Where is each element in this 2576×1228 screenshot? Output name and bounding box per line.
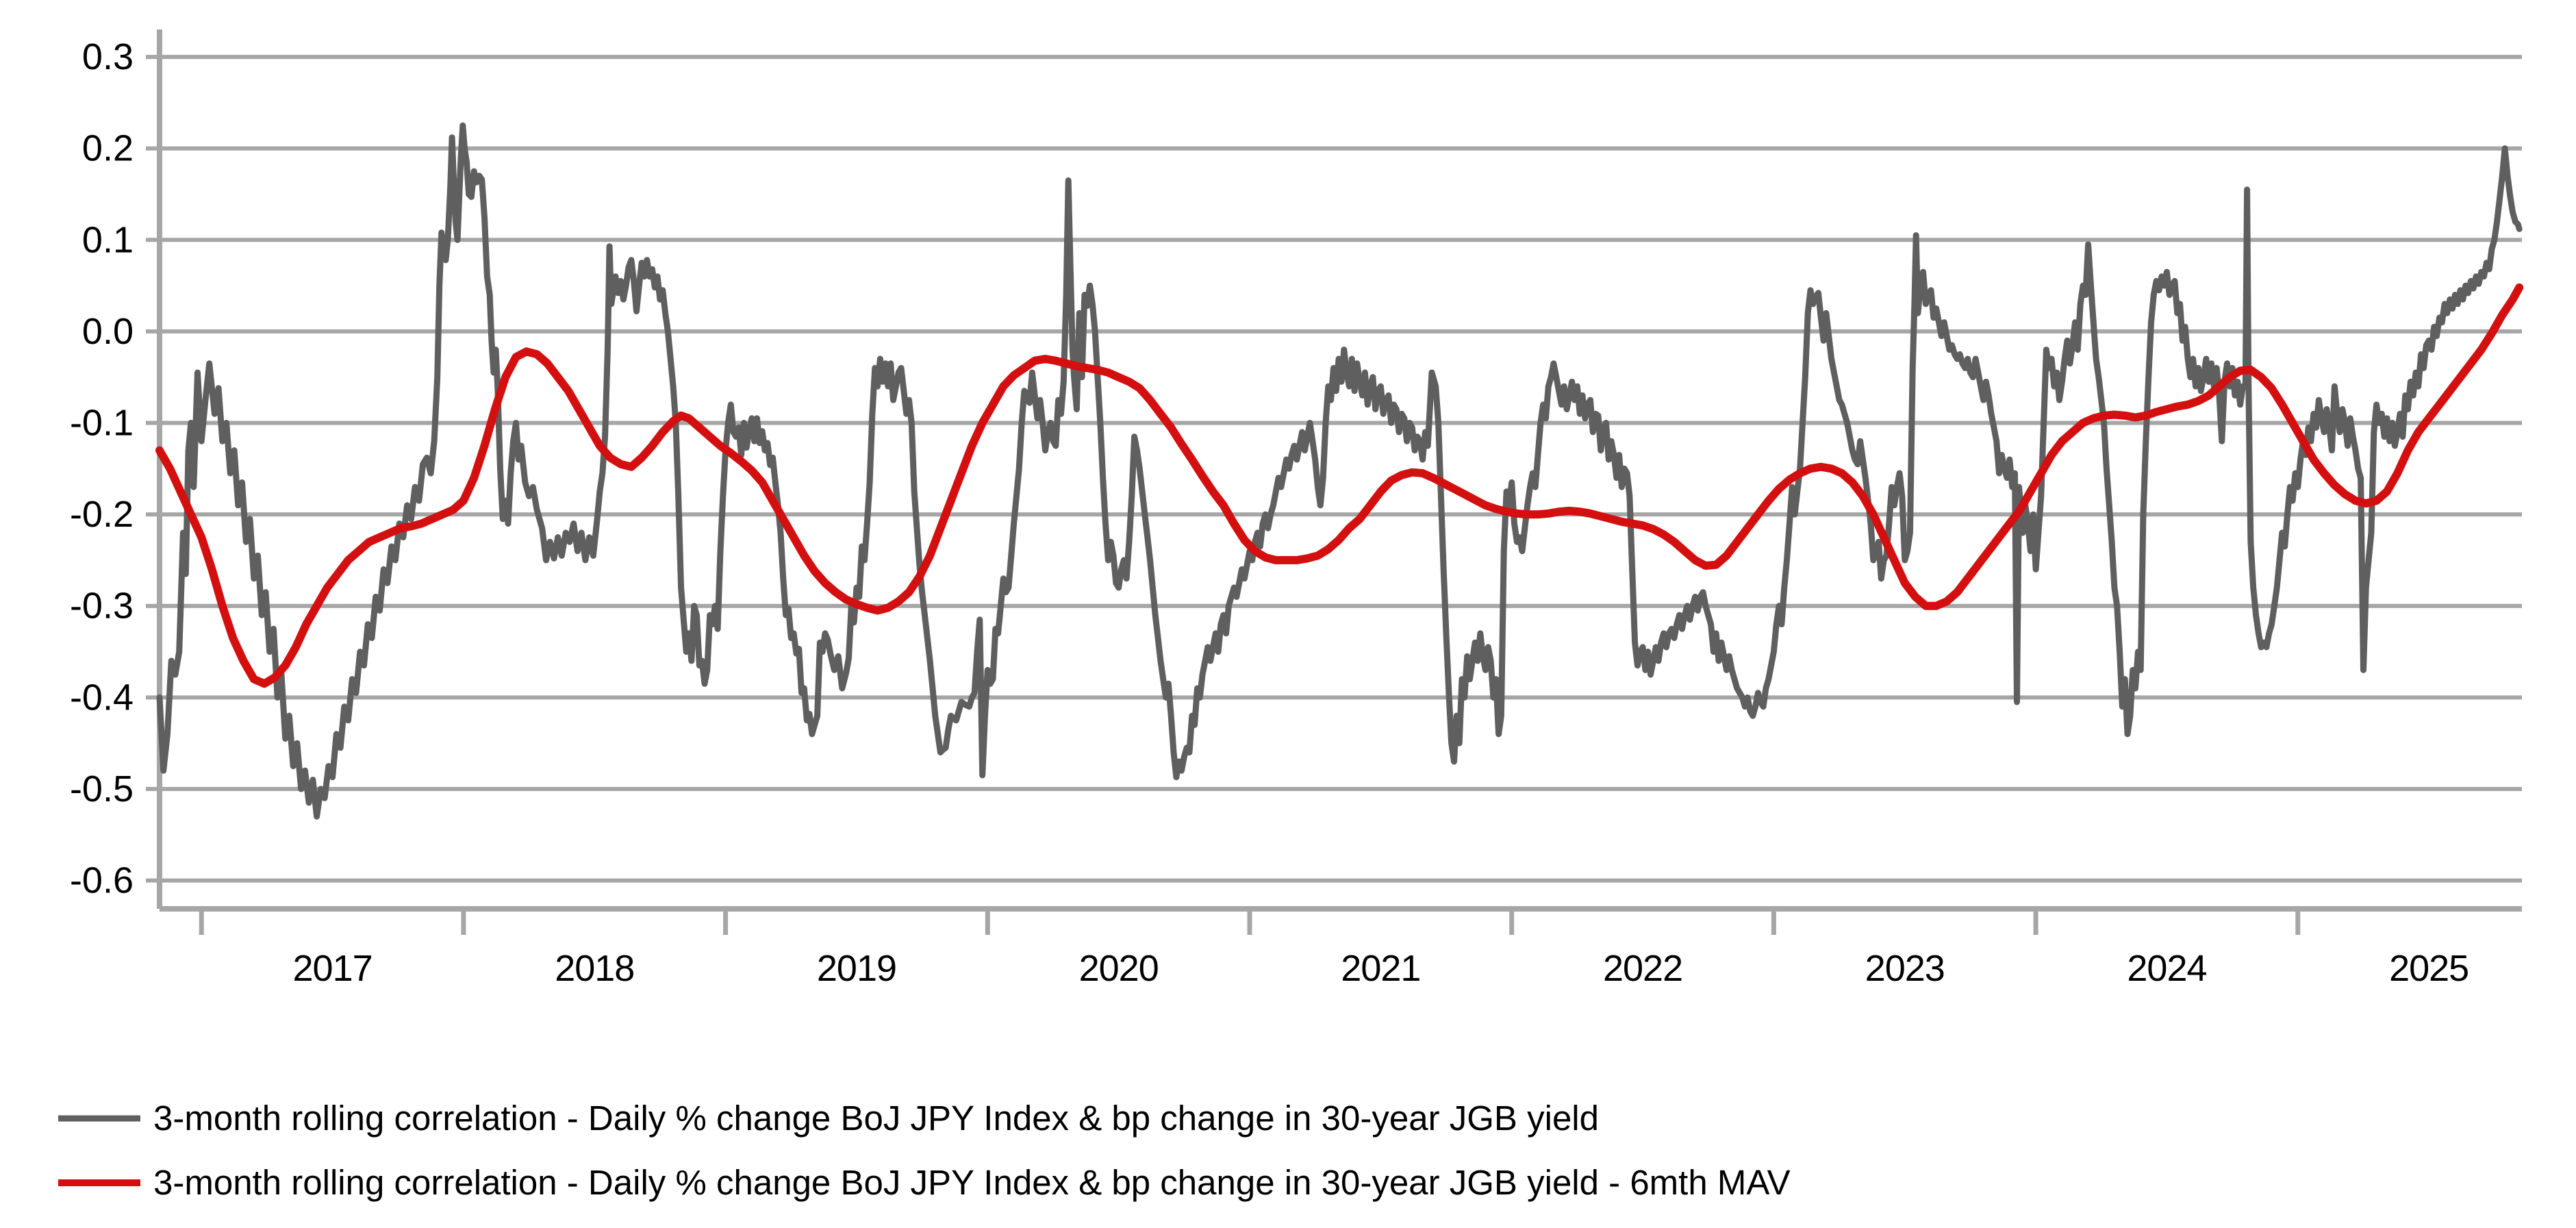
series-line-daily — [156, 122, 2523, 820]
x-tick-label: 2017 — [293, 948, 372, 989]
x-axis-ticks — [199, 909, 2301, 935]
x-tick-label: 2019 — [817, 948, 896, 989]
x-tick-label: 2025 — [2389, 948, 2468, 989]
legend-label-mav: 3-month rolling correlation - Daily % ch… — [153, 1163, 1791, 1202]
y-tick-label: -0.6 — [70, 860, 134, 901]
y-tick-label: -0.4 — [70, 677, 134, 718]
x-axis-labels: 2017 2018 2019 2020 2021 2022 2023 2024 2025 — [293, 948, 2470, 989]
y-tick-label: -0.2 — [70, 494, 134, 535]
x-tick-label: 2024 — [2127, 948, 2206, 989]
x-tick-label: 2020 — [1079, 948, 1159, 989]
y-tick-label: 0.0 — [82, 311, 134, 352]
x-tick-label: 2018 — [555, 948, 634, 989]
gridlines-group — [160, 55, 2522, 883]
y-axis-labels: 0.3 0.2 0.1 0.0 -0.1 -0.2 -0.3 -0.4 -0.5 -0.6 — [70, 36, 134, 901]
y-axis-ticks — [146, 55, 160, 883]
y-tick-label: 0.1 — [82, 219, 134, 260]
series-group — [155, 122, 2524, 820]
series-line-mav — [155, 283, 2524, 688]
x-tick-label: 2021 — [1341, 948, 1420, 989]
axes-group — [157, 29, 2522, 912]
x-tick-label: 2023 — [1865, 948, 1945, 989]
legend-group: 3-month rolling correlation - Daily % ch… — [58, 1099, 1791, 1202]
y-tick-label: 0.2 — [82, 128, 134, 169]
legend-label-daily: 3-month rolling correlation - Daily % ch… — [153, 1099, 1599, 1138]
y-tick-label: -0.3 — [70, 586, 134, 627]
x-tick-label: 2022 — [1603, 948, 1682, 989]
y-tick-label: 0.3 — [82, 36, 134, 77]
y-tick-label: -0.5 — [70, 768, 134, 810]
y-tick-label: -0.1 — [70, 403, 134, 444]
